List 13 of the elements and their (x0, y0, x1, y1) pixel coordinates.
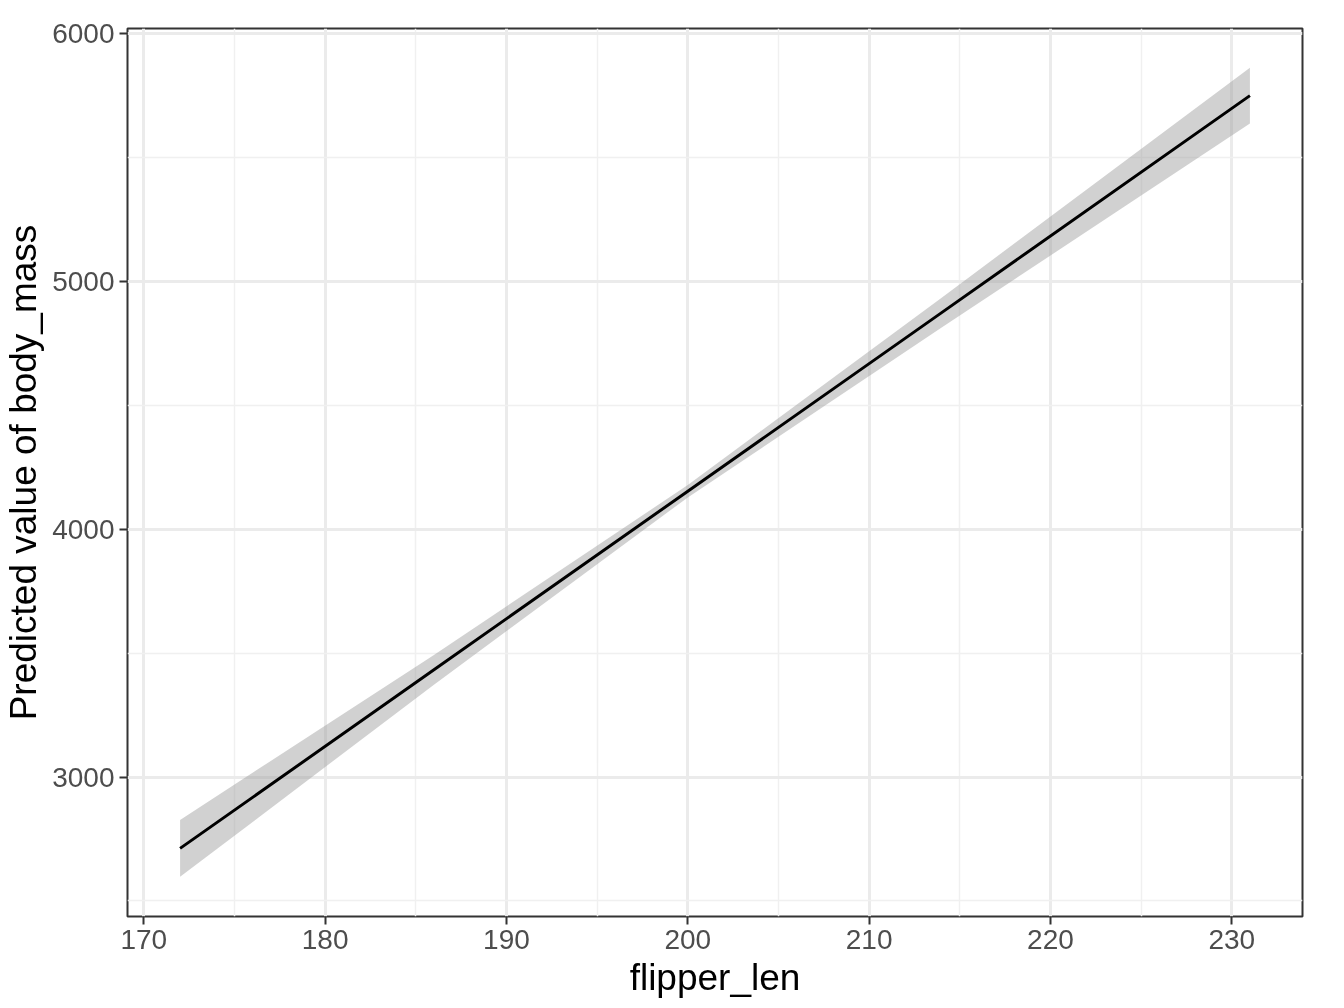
y-tick-label: 6000 (52, 18, 115, 50)
x-tick-label: 190 (483, 923, 530, 955)
x-tick-label: 200 (664, 923, 712, 955)
x-axis-title: flipper_len (629, 956, 801, 998)
y-tick-label: 4000 (52, 513, 115, 545)
x-tick-label: 210 (845, 923, 893, 955)
x-tick-label: 170 (120, 923, 168, 955)
y-tick-label: 3000 (52, 761, 115, 793)
x-tick-label: 230 (1208, 923, 1256, 955)
y-axis-title: Predicted value of body_mass (3, 224, 45, 721)
x-tick-label: 220 (1027, 923, 1074, 955)
y-tick-label: 5000 (52, 266, 115, 298)
x-tick-label: 180 (301, 923, 349, 955)
